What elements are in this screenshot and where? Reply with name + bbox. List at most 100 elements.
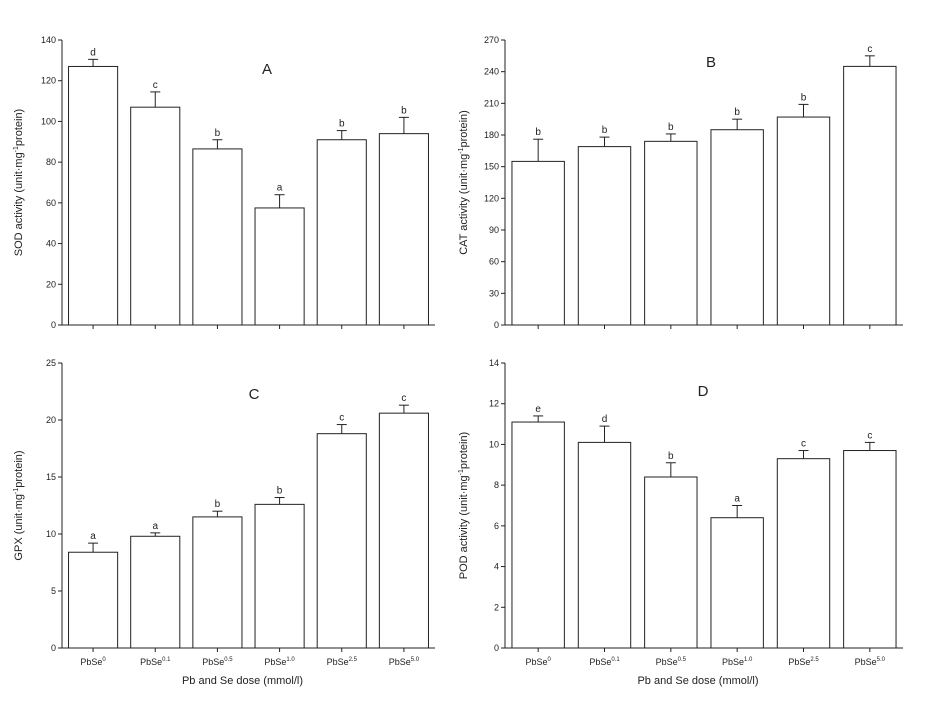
significance-label: c: [339, 413, 344, 424]
y-axis-label: GPX (unit·mg-1protein): [13, 450, 25, 560]
bar: [192, 516, 243, 649]
significance-label: b: [734, 107, 740, 118]
y-tick-label: 14: [489, 358, 499, 368]
panel-label: B: [706, 54, 716, 71]
bar: [776, 458, 831, 649]
significance-label: b: [535, 127, 541, 138]
significance-label: c: [153, 80, 158, 91]
category-label: PbSe1.0: [722, 657, 753, 667]
y-tick-label: 15: [46, 472, 56, 482]
category-label: PbSe1.0: [264, 657, 295, 667]
significance-label: c: [801, 439, 806, 450]
y-tick-label: 5: [51, 586, 56, 596]
y-tick-label: 4: [494, 562, 499, 572]
chart-panel-c: 0 5 10 15 20 25 GPX (unit·mg-1protein) Ca PbSe0 a…: [13, 358, 435, 687]
significance-label: c: [867, 44, 872, 55]
y-tick-label: 6: [494, 521, 499, 531]
y-tick-label: 40: [46, 239, 56, 249]
y-axis-label: CAT activity (unit·mg-1protein): [458, 110, 470, 255]
significance-label: b: [668, 122, 674, 133]
y-tick-label: 80: [46, 157, 56, 167]
category-label: PbSe2.5: [788, 657, 819, 667]
y-tick-label: 20: [46, 415, 56, 425]
bar: [577, 441, 632, 649]
bar: [68, 551, 119, 649]
y-tick-label: 25: [46, 358, 56, 368]
bar: [644, 140, 698, 326]
bar: [130, 535, 181, 649]
bar: [710, 517, 764, 649]
y-tick-label: 10: [489, 439, 499, 449]
category-label: PbSe0.1: [589, 657, 620, 667]
significance-label: d: [90, 47, 96, 58]
bar: [843, 450, 897, 649]
y-tick-label: 180: [484, 130, 499, 140]
panel-label: A: [262, 61, 272, 78]
category-label: PbSe0.5: [202, 657, 233, 667]
chart-panel-a: 0 20 40 60 80 100 120 140 SOD activity (unit·mg-…: [13, 35, 435, 330]
bar: [378, 412, 429, 649]
y-tick-label: 0: [494, 320, 499, 330]
category-label: PbSe2.5: [327, 657, 358, 667]
category-label: PbSe5.0: [855, 657, 886, 667]
y-tick-label: 0: [51, 320, 56, 330]
panel-label: D: [698, 383, 709, 400]
significance-label: b: [801, 92, 807, 103]
y-tick-label: 90: [489, 225, 499, 235]
significance-label: b: [602, 125, 608, 136]
significance-label: d: [602, 414, 608, 425]
significance-label: b: [215, 128, 221, 139]
significance-label: a: [277, 183, 283, 194]
category-label: PbSe0.1: [140, 657, 171, 667]
chart-panel-b: 0 30 60 90 120 150 180 210 240 270 CAT activity (u…: [458, 35, 903, 330]
panel-label: C: [249, 386, 260, 403]
bar: [843, 65, 897, 326]
y-tick-label: 10: [46, 529, 56, 539]
bar: [316, 433, 367, 649]
y-axis-label: SOD activity (unit·mg-1protein): [13, 109, 25, 256]
bar: [68, 65, 119, 326]
y-tick-label: 100: [41, 116, 56, 126]
category-label: PbSe0: [525, 657, 551, 667]
y-tick-label: 120: [41, 76, 56, 86]
category-label: PbSe0.5: [656, 657, 687, 667]
y-tick-label: 20: [46, 279, 56, 289]
bar: [644, 476, 698, 649]
y-tick-label: 8: [494, 480, 499, 490]
y-tick-label: 2: [494, 602, 499, 612]
bar: [776, 116, 831, 326]
y-tick-label: 240: [484, 67, 499, 77]
y-tick-label: 270: [484, 35, 499, 45]
bar: [577, 146, 632, 326]
significance-label: a: [90, 531, 96, 542]
y-tick-label: 12: [489, 399, 499, 409]
category-label: PbSe0: [80, 657, 106, 667]
bar: [511, 421, 565, 649]
bar: [511, 160, 565, 326]
x-axis-label: Pb and Se dose (mmol/l): [182, 675, 303, 687]
y-tick-label: 210: [484, 98, 499, 108]
significance-label: a: [734, 494, 740, 505]
x-axis-label: Pb and Se dose (mmol/l): [637, 675, 758, 687]
significance-label: c: [867, 430, 872, 441]
y-tick-label: 60: [489, 257, 499, 267]
y-tick-label: 30: [489, 288, 499, 298]
significance-label: b: [277, 486, 283, 497]
bar: [192, 148, 243, 326]
bar: [378, 133, 429, 326]
y-tick-label: 150: [484, 162, 499, 172]
significance-label: b: [215, 499, 221, 510]
significance-label: b: [668, 451, 674, 462]
bar: [254, 503, 305, 649]
category-label: PbSe5.0: [389, 657, 420, 667]
y-tick-label: 0: [51, 643, 56, 653]
y-tick-label: 0: [494, 643, 499, 653]
significance-label: a: [152, 521, 158, 532]
significance-label: b: [339, 119, 345, 130]
bar: [710, 129, 764, 326]
bar: [254, 207, 305, 326]
y-axis-label: POD activity (unit·mg-1protein): [458, 432, 470, 579]
significance-label: b: [401, 105, 407, 116]
